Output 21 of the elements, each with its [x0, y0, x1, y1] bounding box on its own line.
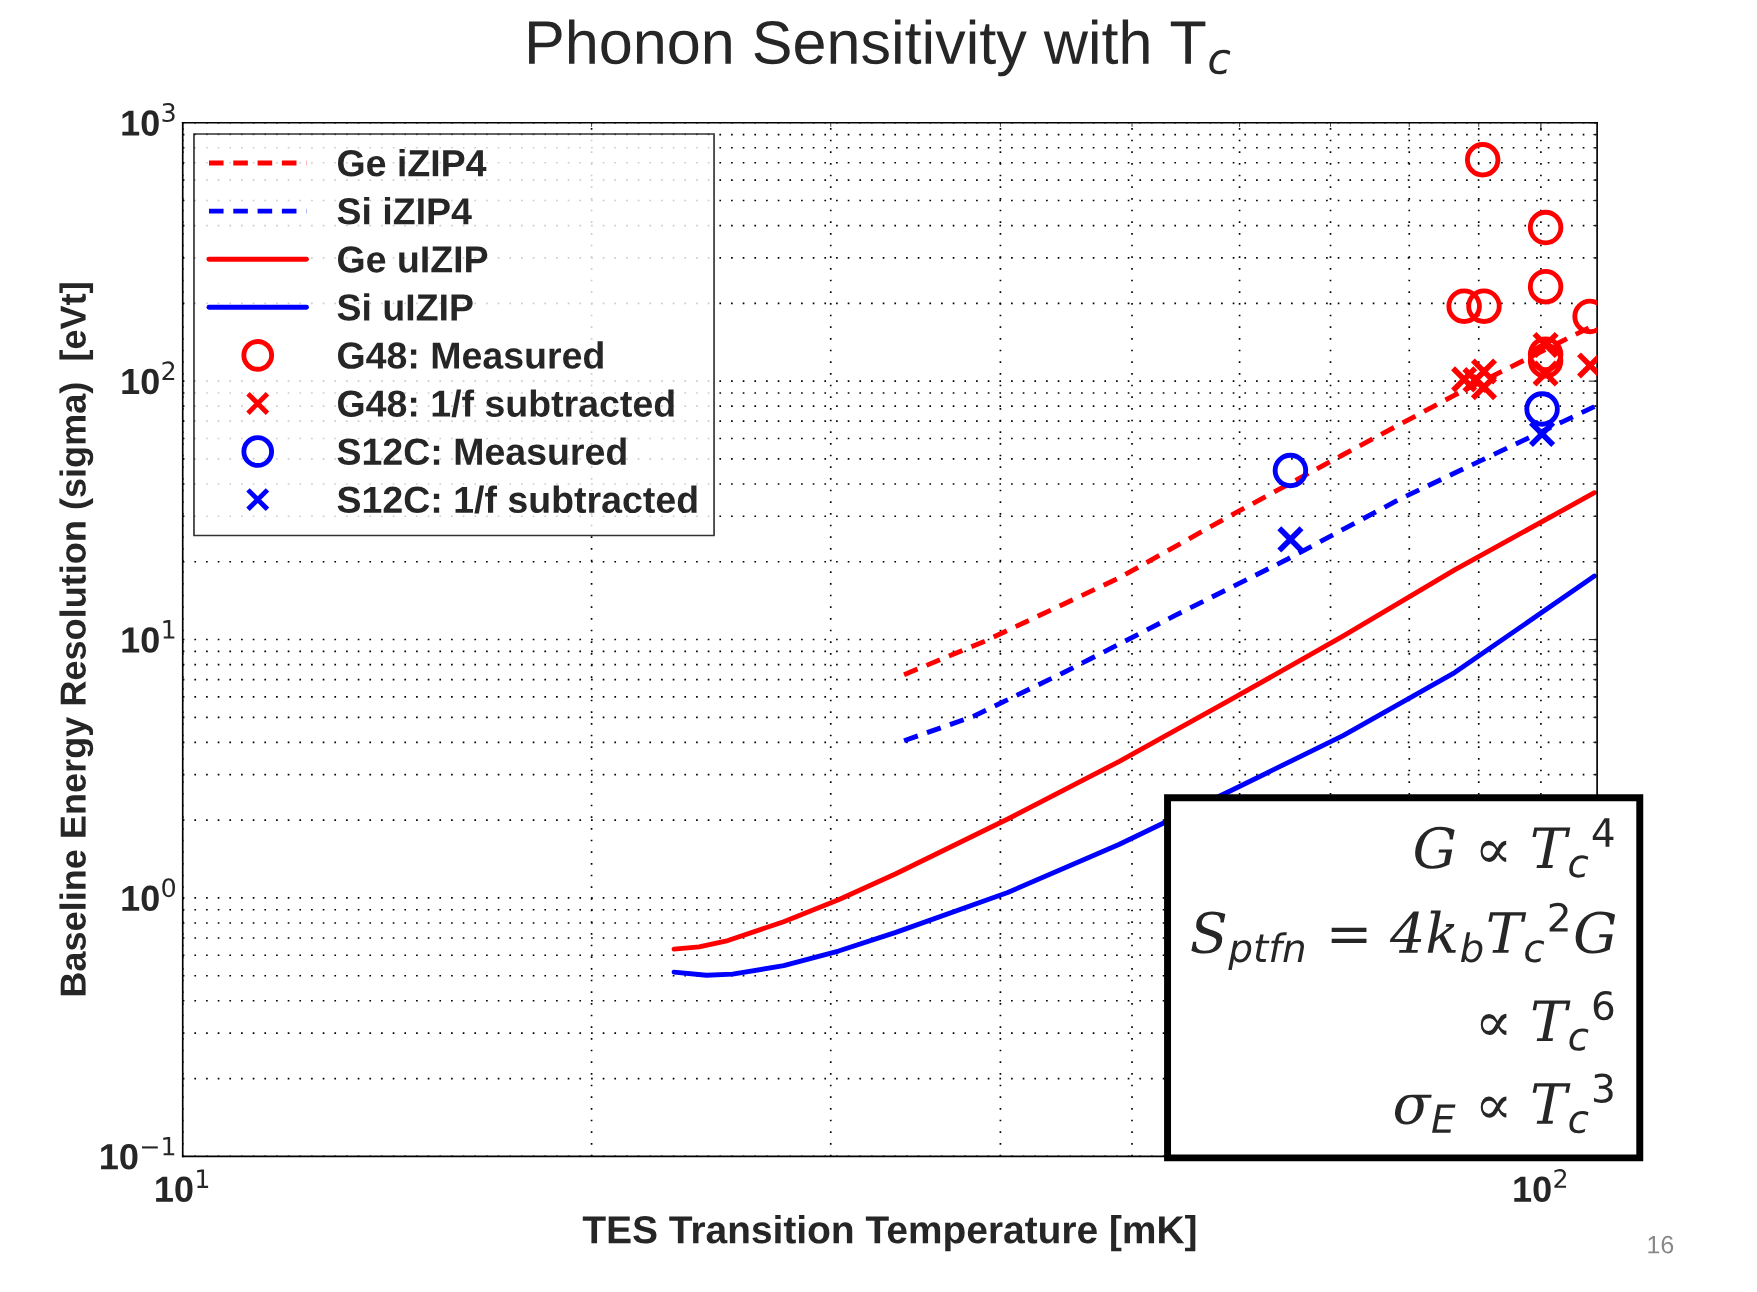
- annotation: S$_{ptfn}$ = 4k$_{b}$T$_{c}$$^{2}$G: [1191, 902, 1616, 971]
- legend-label: Ge uIZIP: [338, 246, 488, 273]
- y-tick-label: 10$^{3}$: [122, 102, 175, 136]
- legend-label: G48: 1/f subtracted: [338, 389, 674, 418]
- legend-label: S12C: Measured: [337, 437, 626, 466]
- legend-label: Si uIZIP: [337, 293, 473, 321]
- y-tick-label: 10$^{1}$: [122, 620, 175, 653]
- annotation: σ$_{E}$ ∝ T$_{c}$$^{3}$: [1394, 1073, 1613, 1134]
- annotation: G ∝ T$_{c}$$^{4}$: [1415, 818, 1614, 878]
- y-tick-label: 10$^{0}$: [122, 878, 176, 912]
- chart-title: Phonon Sensitivity with T$_{c}$: [529, 19, 1231, 77]
- legend-label: S12C: 1/f subtracted: [337, 485, 697, 514]
- annotation: ∝ T$_{c}$$^{6}$: [1480, 990, 1614, 1051]
- y-axis-title: Baseline Energy Resolution (sigma) [eVt]: [59, 283, 94, 996]
- y-tick-label: 10$^{2}$: [122, 361, 175, 395]
- x-axis-title: TES Transition Temperature [mK]: [582, 1215, 1196, 1252]
- text: 16: [1648, 1235, 1674, 1254]
- legend-label: Ge iZIP4: [338, 148, 487, 177]
- legend-label: Si iZIP4: [337, 197, 472, 225]
- legend-label: G48: Measured: [338, 341, 603, 369]
- y-tick-label: 10$^{−1}$: [101, 1136, 175, 1170]
